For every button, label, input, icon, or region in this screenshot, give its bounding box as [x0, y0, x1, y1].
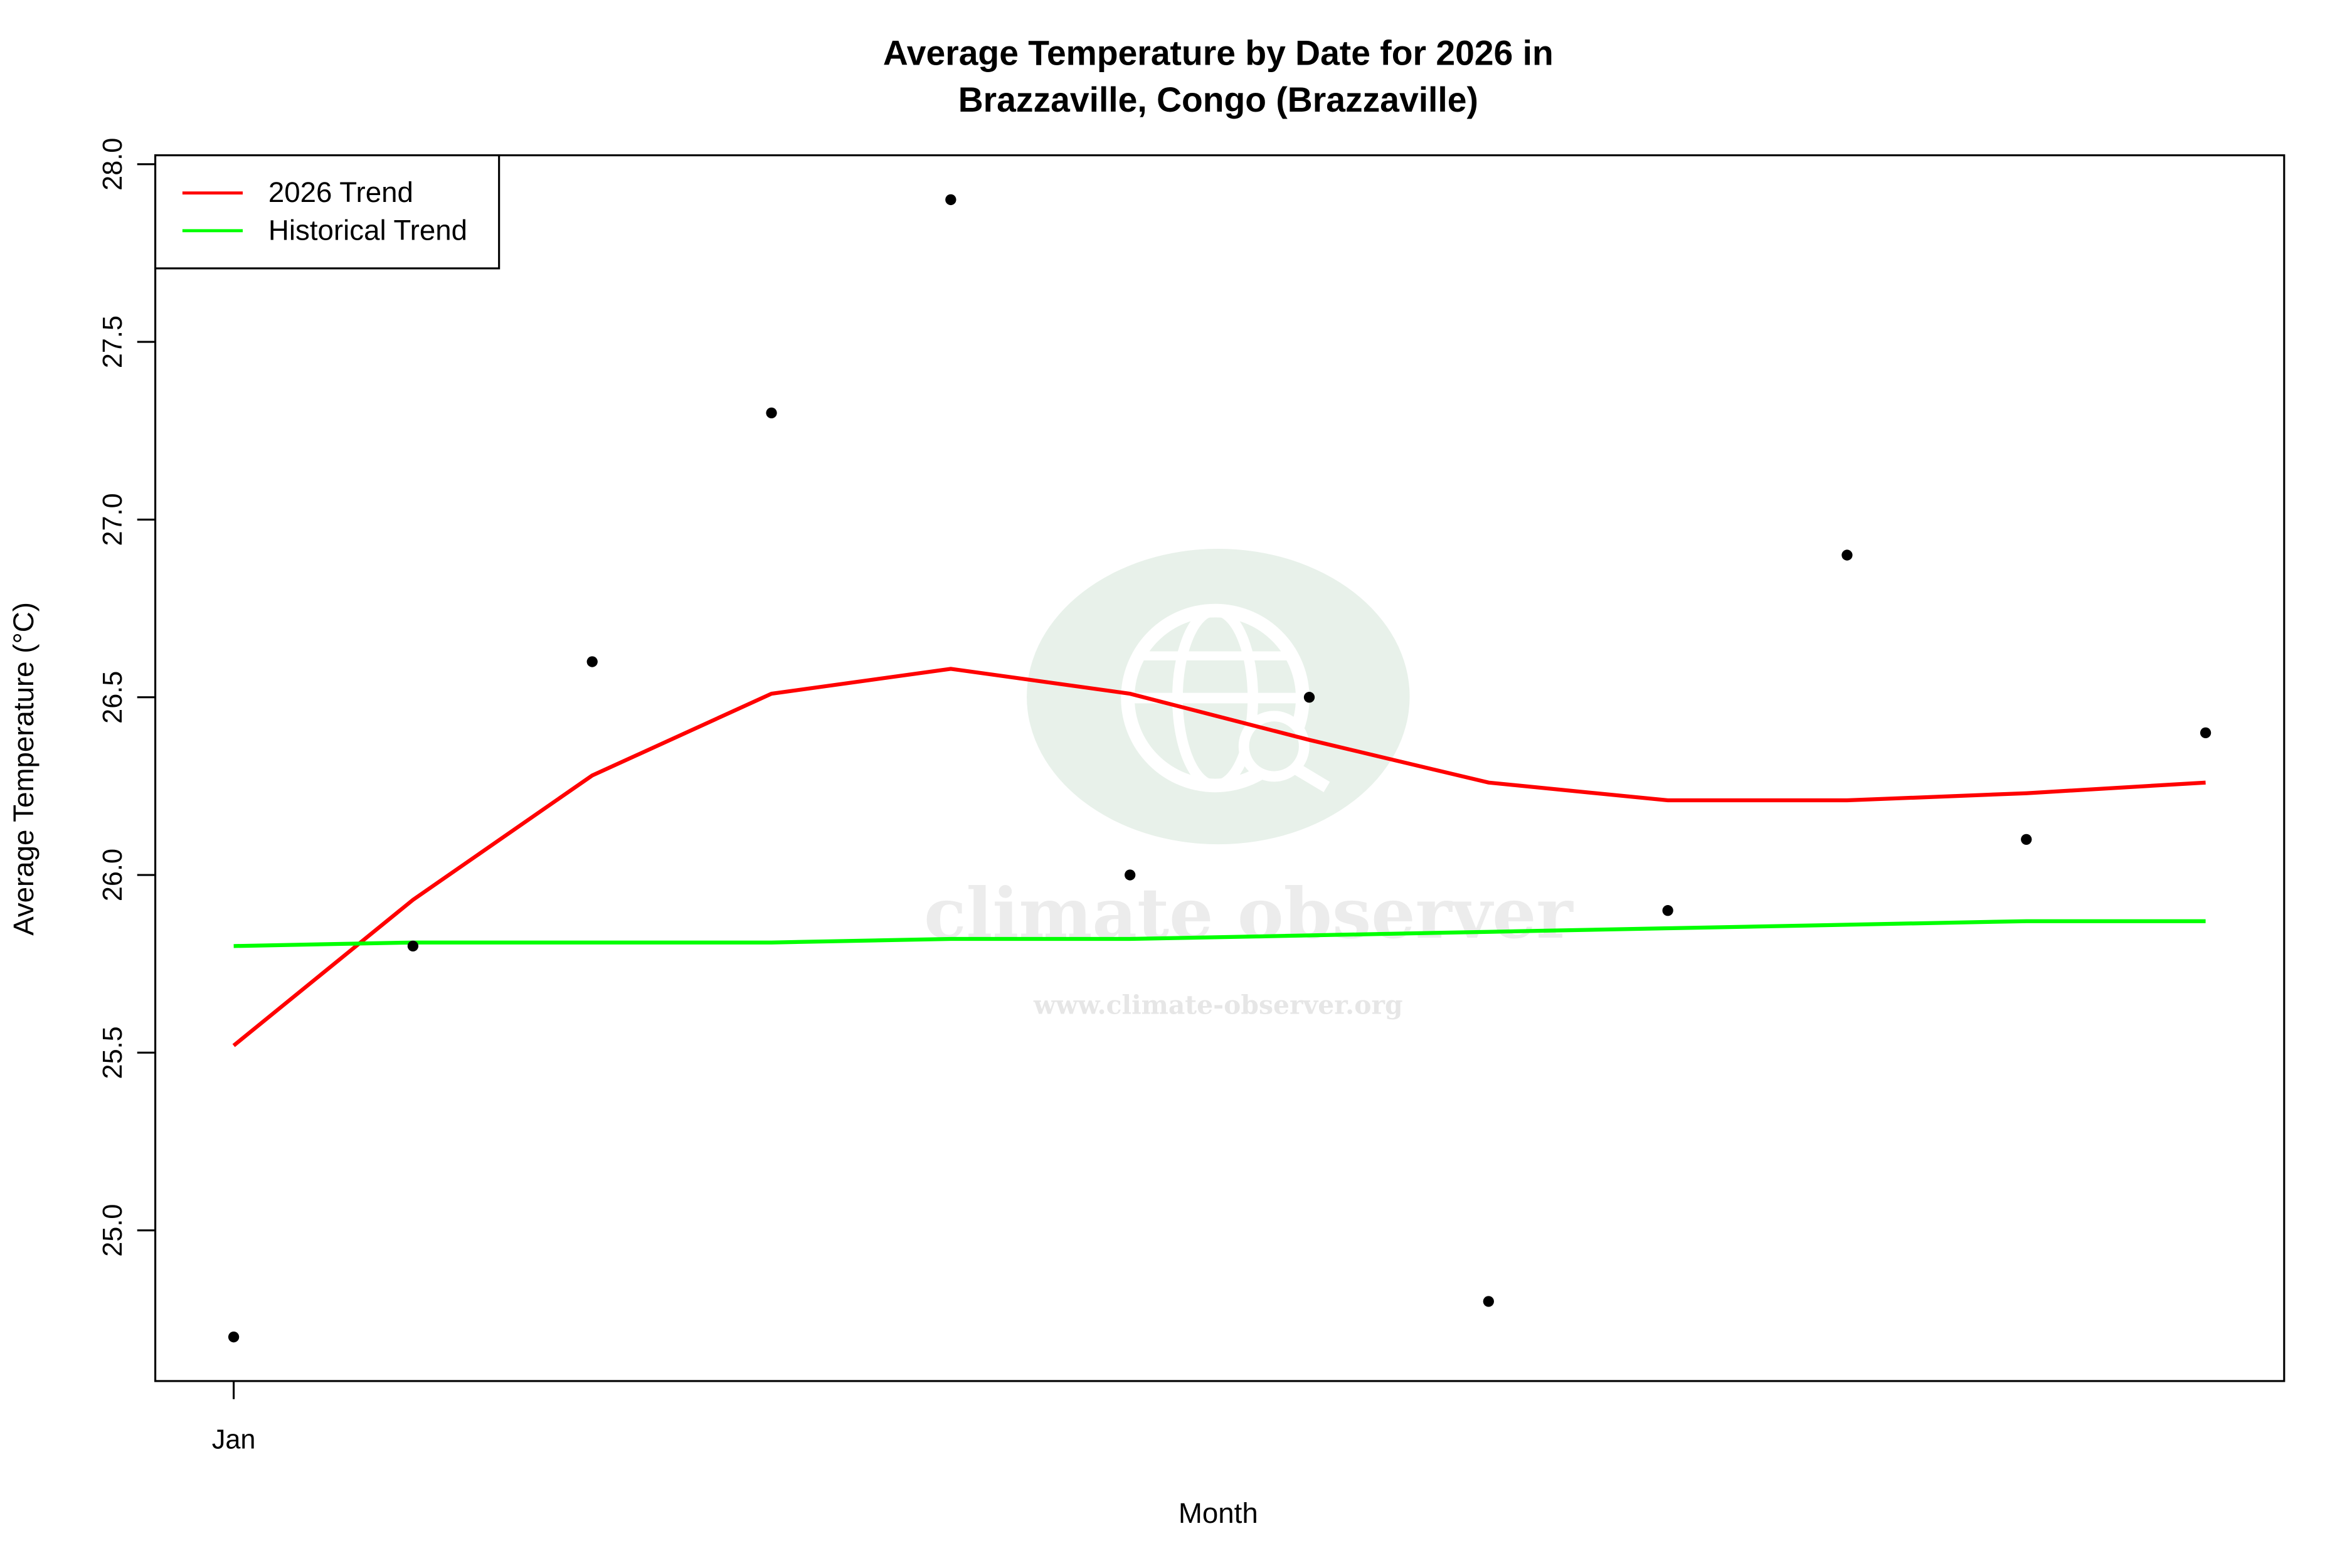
watermark-url: www.climate-observer.org [1033, 990, 1403, 1020]
y-tick-label: 28.0 [98, 138, 128, 191]
trend-line [232, 667, 2206, 1047]
y-tick-label: 26.5 [98, 671, 128, 724]
y-tick-label: 25.5 [98, 1026, 128, 1079]
data-point [2021, 834, 2032, 845]
x-tick-label: Jan [212, 1424, 256, 1454]
watermark-name: climate observer [924, 873, 1574, 955]
legend-label: 2026 Trend [268, 176, 413, 208]
x-axis-label: Month [1179, 1497, 1258, 1529]
legend-label: Historical Trend [268, 214, 467, 246]
legend-box [154, 154, 501, 270]
data-point [1125, 869, 1136, 881]
y-tick-label: 26.0 [98, 849, 128, 901]
data-point [1483, 1296, 1494, 1307]
plot-frame [154, 154, 2286, 1382]
y-tick-label: 27.5 [98, 315, 128, 368]
trend-line [233, 919, 2206, 948]
data-point [586, 656, 598, 667]
data-point [766, 407, 777, 419]
data-point [407, 940, 419, 952]
data-point [945, 194, 956, 206]
data-point [1662, 905, 1673, 916]
data-point [228, 1332, 240, 1343]
data-point [2200, 727, 2212, 739]
data-point [1303, 692, 1315, 703]
data-point [1841, 549, 1853, 561]
chart-title: Average Temperature by Date for 2026 in [883, 34, 1554, 73]
y-axis-label: Average Temperature (°C) [8, 602, 40, 936]
y-tick-label: 25.0 [98, 1204, 128, 1257]
chart-subtitle: Brazzaville, Congo (Brazzaville) [958, 80, 1478, 119]
y-tick-label: 27.0 [98, 493, 128, 546]
legend: 2026 Trend Historical Trend [154, 154, 501, 270]
watermark: climate observer www.climate-observer.or… [924, 549, 1574, 1020]
